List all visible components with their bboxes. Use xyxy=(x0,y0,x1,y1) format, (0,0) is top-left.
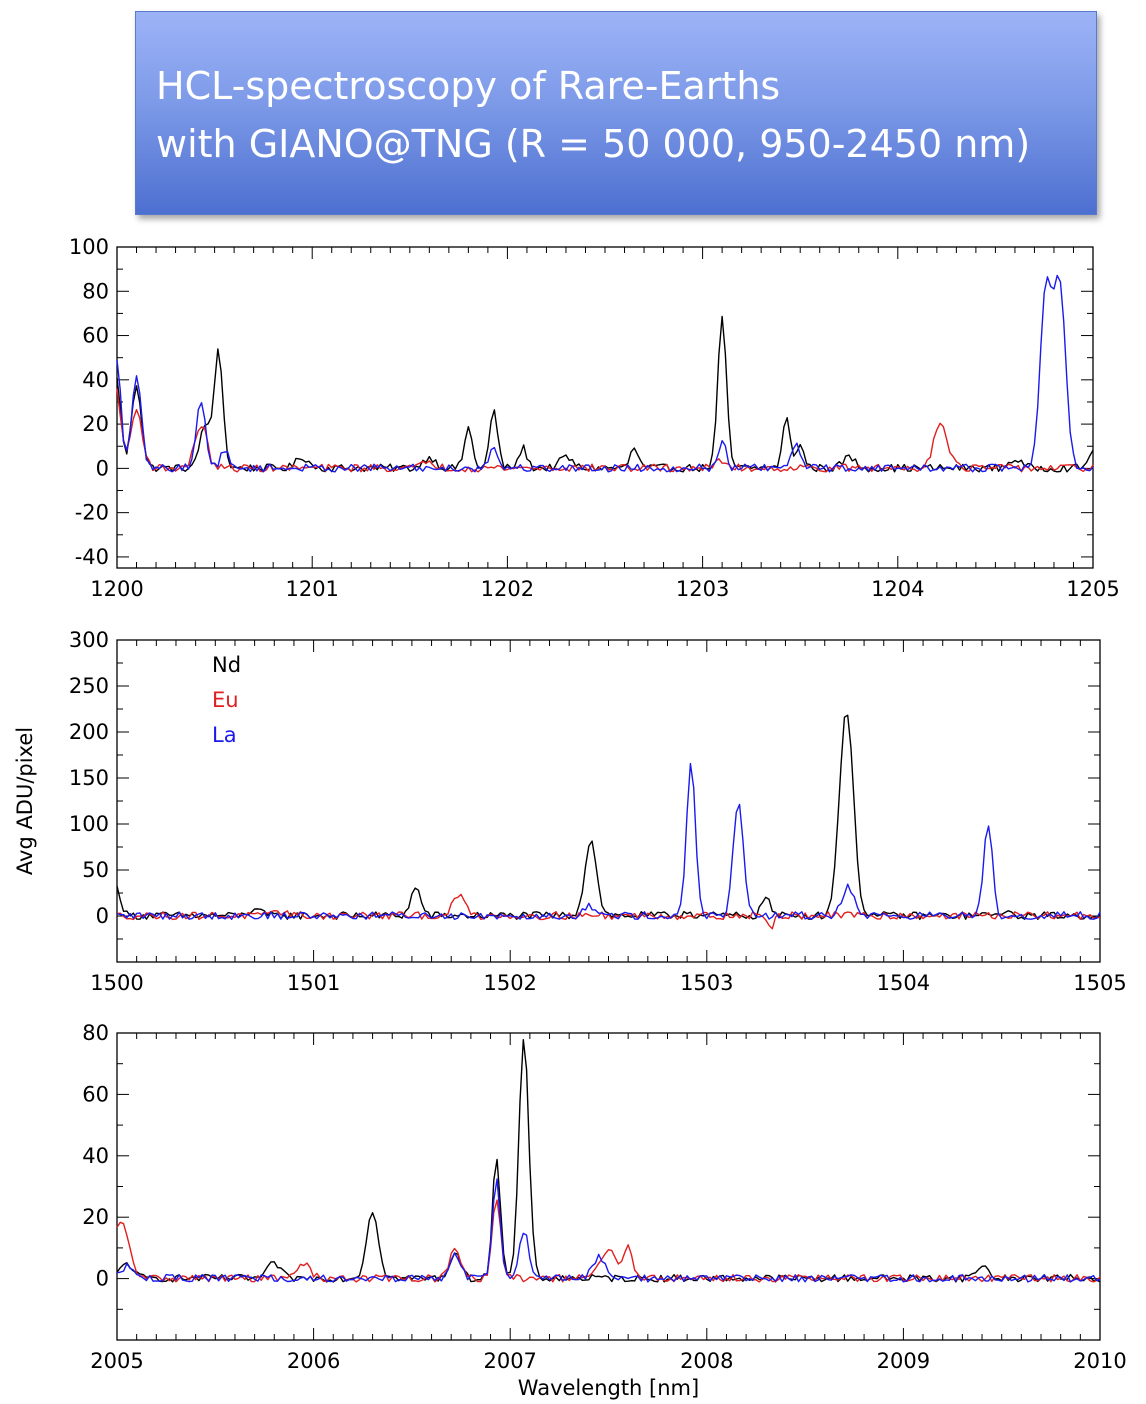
x-tick-label: 1201 xyxy=(285,577,338,601)
legend-entry-la: La xyxy=(212,723,237,747)
series-line-nd xyxy=(116,315,1094,473)
y-tick-label: 20 xyxy=(82,1205,109,1229)
series-line-nd xyxy=(116,1039,1101,1283)
y-tick-label: 60 xyxy=(82,324,109,348)
y-tick-label: 40 xyxy=(82,1144,109,1168)
series-line-la xyxy=(116,762,1101,921)
title-banner: HCL-spectroscopy of Rare-Earths with GIA… xyxy=(135,11,1097,215)
y-tick-label: 0 xyxy=(96,456,109,480)
legend-entry-eu: Eu xyxy=(212,688,239,712)
chart-panel-2: 1500 1501 1502 1503 1504 1505 0 50 100 150 200 250 3… xyxy=(13,628,1127,995)
chart-panel-1: 1200 1201 1202 1203 1204 1205 -40 -20 0 20 40 60 80 1… xyxy=(69,235,1120,601)
x-tick-label: 2007 xyxy=(483,1349,536,1373)
x-tick-label: 1502 xyxy=(483,971,536,995)
x-tick-label: 2010 xyxy=(1073,1349,1126,1373)
x-tick-label: 2008 xyxy=(680,1349,733,1373)
y-tick-label: 40 xyxy=(82,368,109,392)
y-tick-label: 200 xyxy=(69,720,109,744)
y-tick-label: 80 xyxy=(82,1021,109,1045)
y-axis-label: Avg ADU/pixel xyxy=(13,727,37,875)
plot-frame xyxy=(116,1032,1101,1341)
x-tick-label: 2009 xyxy=(877,1349,930,1373)
series-line-eu xyxy=(116,1199,1101,1283)
y-tick-label: 100 xyxy=(69,812,109,836)
x-tick-label: 1505 xyxy=(1073,971,1126,995)
series-line-la xyxy=(116,1178,1101,1283)
x-tick-label: 1503 xyxy=(680,971,733,995)
plot-frame xyxy=(116,246,1094,569)
y-tick-label: 150 xyxy=(69,766,109,790)
series-line-eu xyxy=(116,893,1101,930)
y-tick-label: 100 xyxy=(69,235,109,259)
x-tick-label: 1202 xyxy=(481,577,534,601)
y-tick-label: 80 xyxy=(82,279,109,303)
x-tick-label: 1205 xyxy=(1066,577,1119,601)
x-tick-label: 1500 xyxy=(90,971,143,995)
x-tick-label: 1204 xyxy=(871,577,924,601)
x-tick-label: 1501 xyxy=(287,971,340,995)
x-axis-label: Wavelength [nm] xyxy=(518,1376,699,1400)
x-tick-label: 1200 xyxy=(90,577,143,601)
title-line-2: with GIANO@TNG (R = 50 000, 950-2450 nm) xyxy=(156,122,1031,166)
series-line-eu xyxy=(116,388,1094,473)
y-tick-label: 250 xyxy=(69,674,109,698)
legend-entry-nd: Nd xyxy=(212,653,241,677)
y-tick-label: 0 xyxy=(96,904,109,928)
title-line-1: HCL-spectroscopy of Rare-Earths xyxy=(156,64,781,108)
chart-panel-3: 2005 2006 2007 2008 2009 2010 0 20 40 60 80 Wavelen… xyxy=(82,1021,1126,1400)
series-line-la xyxy=(116,274,1094,473)
x-tick-label: 2005 xyxy=(90,1349,143,1373)
y-tick-label: -20 xyxy=(75,501,109,525)
series-line-nd xyxy=(116,714,1101,921)
y-tick-label: -40 xyxy=(75,545,109,569)
x-tick-label: 2006 xyxy=(287,1349,340,1373)
y-tick-label: 0 xyxy=(96,1267,109,1291)
y-tick-label: 60 xyxy=(82,1082,109,1106)
x-tick-label: 1504 xyxy=(877,971,930,995)
y-tick-label: 20 xyxy=(82,412,109,436)
y-tick-label: 300 xyxy=(69,628,109,652)
x-tick-label: 1203 xyxy=(676,577,729,601)
y-tick-label: 50 xyxy=(82,858,109,882)
